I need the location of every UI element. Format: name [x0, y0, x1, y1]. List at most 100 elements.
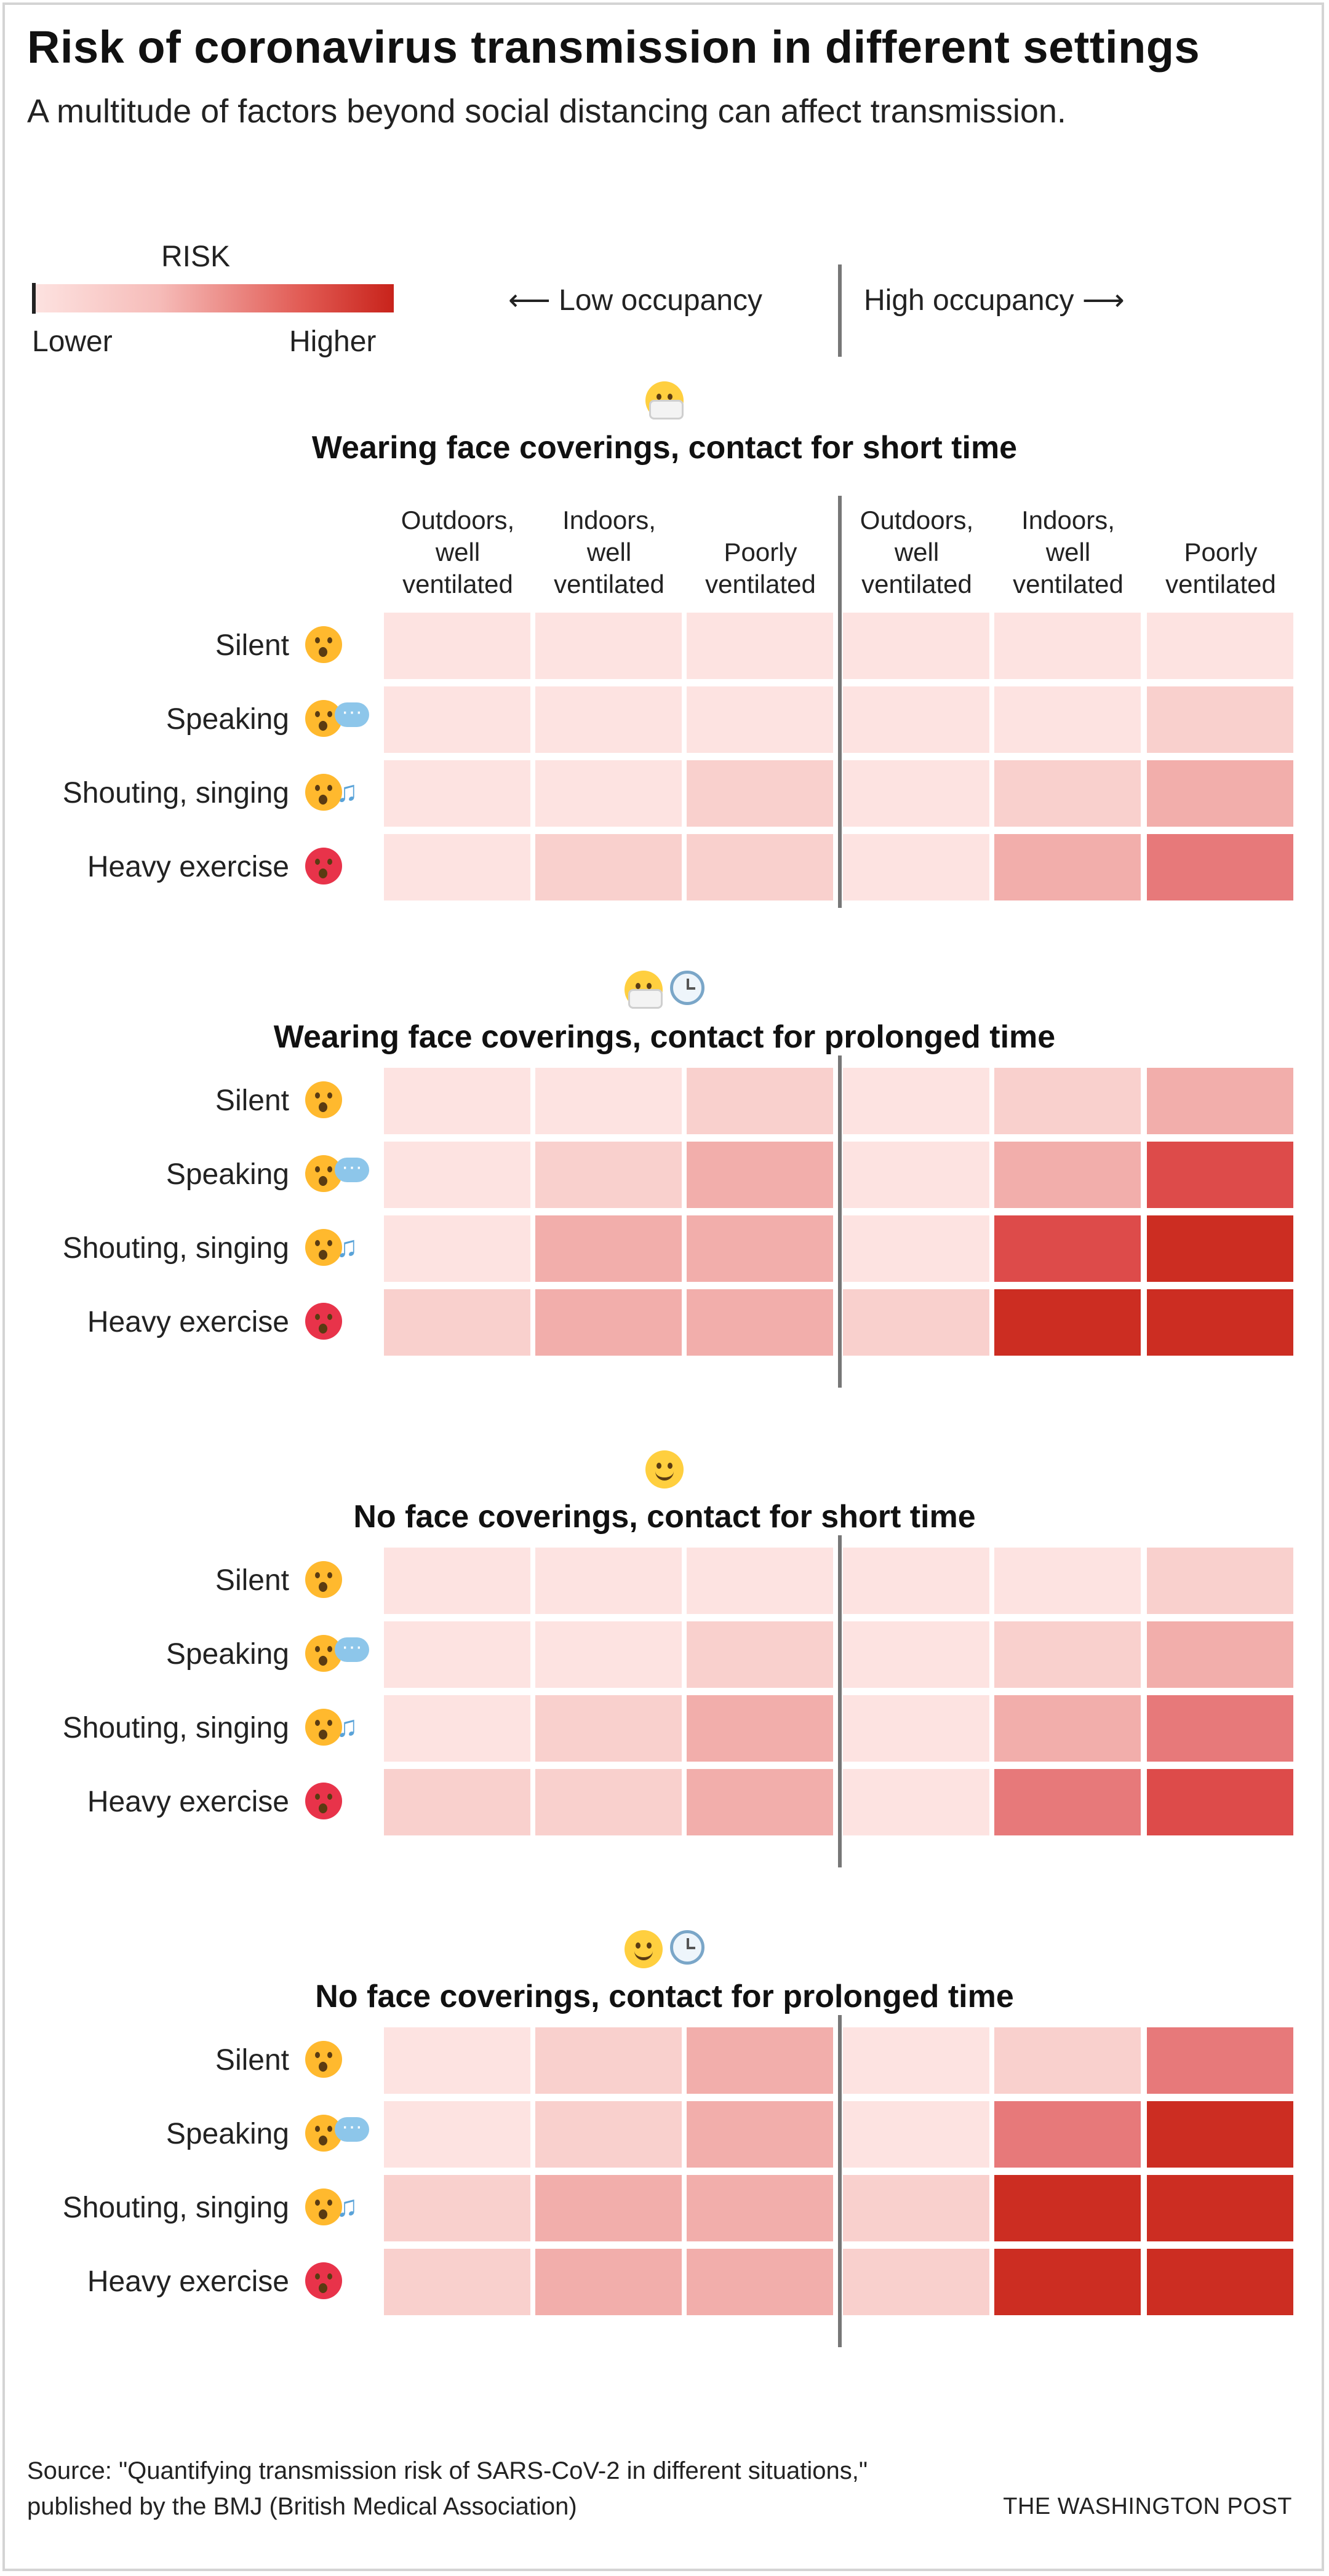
heatmap-cell — [535, 613, 682, 679]
row-label: Shouting, singing — [62, 777, 289, 809]
row-label: Shouting, singing — [62, 1712, 289, 1744]
heatmap-cell — [994, 1621, 1141, 1688]
face-shape — [305, 1155, 342, 1192]
legend-low-label: Lower — [32, 325, 113, 358]
face-mask — [628, 989, 663, 1009]
high-occupancy-label: High occupancy ⟶ — [864, 284, 1125, 317]
row-label: Speaking — [166, 703, 289, 736]
clock-icon — [670, 971, 704, 1005]
row-label: Heavy exercise — [87, 2265, 289, 2298]
heatmap-panel: Wearing face coverings, contact for shor… — [0, 381, 1329, 935]
face-eye — [315, 2126, 320, 2132]
panel-icons — [0, 1930, 1329, 1974]
face-eye — [315, 1092, 320, 1099]
heatmap-cell — [535, 1769, 682, 1835]
face-eye — [657, 1463, 661, 1469]
face-mouth — [319, 869, 327, 878]
row-label: Silent — [215, 629, 289, 662]
panel-heading: No face coverings, contact for short tim… — [353, 1499, 976, 1535]
clock-hand — [687, 1947, 695, 1949]
heatmap-cell — [994, 1068, 1141, 1134]
face-eye — [315, 859, 320, 865]
column-header-line: ventilated — [705, 570, 816, 598]
face-eye — [327, 2200, 332, 2206]
music-note-icon: ♫ — [336, 1231, 358, 1263]
legend-gradient-bar — [32, 284, 394, 312]
heatmap-cell — [687, 1068, 833, 1134]
panel-heading: No face coverings, contact for prolonged… — [315, 1979, 1014, 2014]
speech-bubble-icon: ··· — [335, 1156, 369, 1182]
column-header-line: Poorly — [1184, 538, 1258, 566]
heatmap-cell — [384, 686, 530, 753]
face-eye — [647, 983, 652, 989]
face-eye — [315, 785, 320, 791]
face-mouth — [319, 1582, 327, 1592]
heatmap-cell — [384, 2249, 530, 2315]
face-eye — [327, 1240, 332, 1246]
column-header-line: well — [1045, 538, 1091, 566]
heatmap-cell — [384, 760, 530, 827]
heatmap-cell — [535, 1068, 682, 1134]
face-shape — [305, 626, 342, 663]
heatmap-cell — [1147, 1289, 1293, 1356]
heatmap-cell — [843, 2249, 989, 2315]
face-mask — [649, 400, 684, 419]
column-header-line: ventilated — [861, 570, 972, 598]
heatmap-cell — [384, 1769, 530, 1835]
heatmap-cell — [535, 1621, 682, 1688]
column-header-line: well — [894, 538, 940, 566]
heatmap-cell — [843, 1621, 989, 1688]
column-header-line: ventilated — [402, 570, 513, 598]
face-shape — [305, 1635, 342, 1672]
face-shape — [305, 2188, 342, 2225]
face-mouth — [319, 2136, 327, 2145]
row-label: Speaking — [166, 1638, 289, 1671]
face-eye — [315, 2052, 320, 2058]
heatmap-cell — [994, 760, 1141, 827]
chart-title: Risk of coronavirus transmission in diff… — [27, 22, 1200, 73]
heatmap-cell — [843, 834, 989, 900]
heatmap-cell — [994, 686, 1141, 753]
column-header-line: ventilated — [1013, 570, 1123, 598]
quiet-face-icon — [305, 1561, 373, 1600]
face-shape — [305, 2041, 342, 2078]
heatmap-cell — [384, 1621, 530, 1688]
face-eye — [327, 785, 332, 791]
face-mouth — [319, 795, 327, 805]
heatmap-cell — [994, 834, 1141, 900]
face-eye — [315, 1166, 320, 1172]
clock-icon — [670, 1930, 704, 1965]
heatmap-cell — [687, 1621, 833, 1688]
column-header-line: Outdoors, — [860, 506, 974, 535]
face-shape — [305, 1229, 342, 1266]
heatmap-cell — [994, 2175, 1141, 2241]
heatmap-cell — [1147, 1769, 1293, 1835]
heatmap-cell — [843, 2175, 989, 2241]
speech-bubble-icon: ··· — [335, 1636, 369, 1662]
column-header: Poorly ventilated — [1147, 504, 1295, 600]
heatmap-cell — [843, 1068, 989, 1134]
face-eye — [327, 637, 332, 643]
heatmap-cell — [687, 2101, 833, 2168]
face-mouth — [319, 1803, 327, 1813]
panel-icons — [0, 971, 1329, 1015]
face-eye — [327, 859, 332, 865]
panel-heading: Wearing face coverings, contact for shor… — [311, 430, 1018, 466]
heatmap-cell — [384, 1289, 530, 1356]
heatmap-cell — [1147, 2249, 1293, 2315]
heatmap-cell — [843, 2027, 989, 2094]
heatmap-cell — [687, 1548, 833, 1614]
heatmap-cell — [535, 834, 682, 900]
heatmap-cell — [384, 2175, 530, 2241]
heatmap-cell — [687, 1289, 833, 1356]
face-shape — [305, 1303, 342, 1340]
row-label: Shouting, singing — [62, 2192, 289, 2224]
exercise-face-icon — [305, 1783, 373, 1822]
legend-title: RISK — [161, 241, 231, 273]
face-eye — [657, 394, 661, 400]
heatmap-cell — [843, 1769, 989, 1835]
heatmap-cell — [384, 1142, 530, 1208]
music-note-icon: ♫ — [336, 1711, 358, 1743]
heatmap-cell — [994, 1769, 1141, 1835]
exercise-face-icon — [305, 848, 373, 887]
